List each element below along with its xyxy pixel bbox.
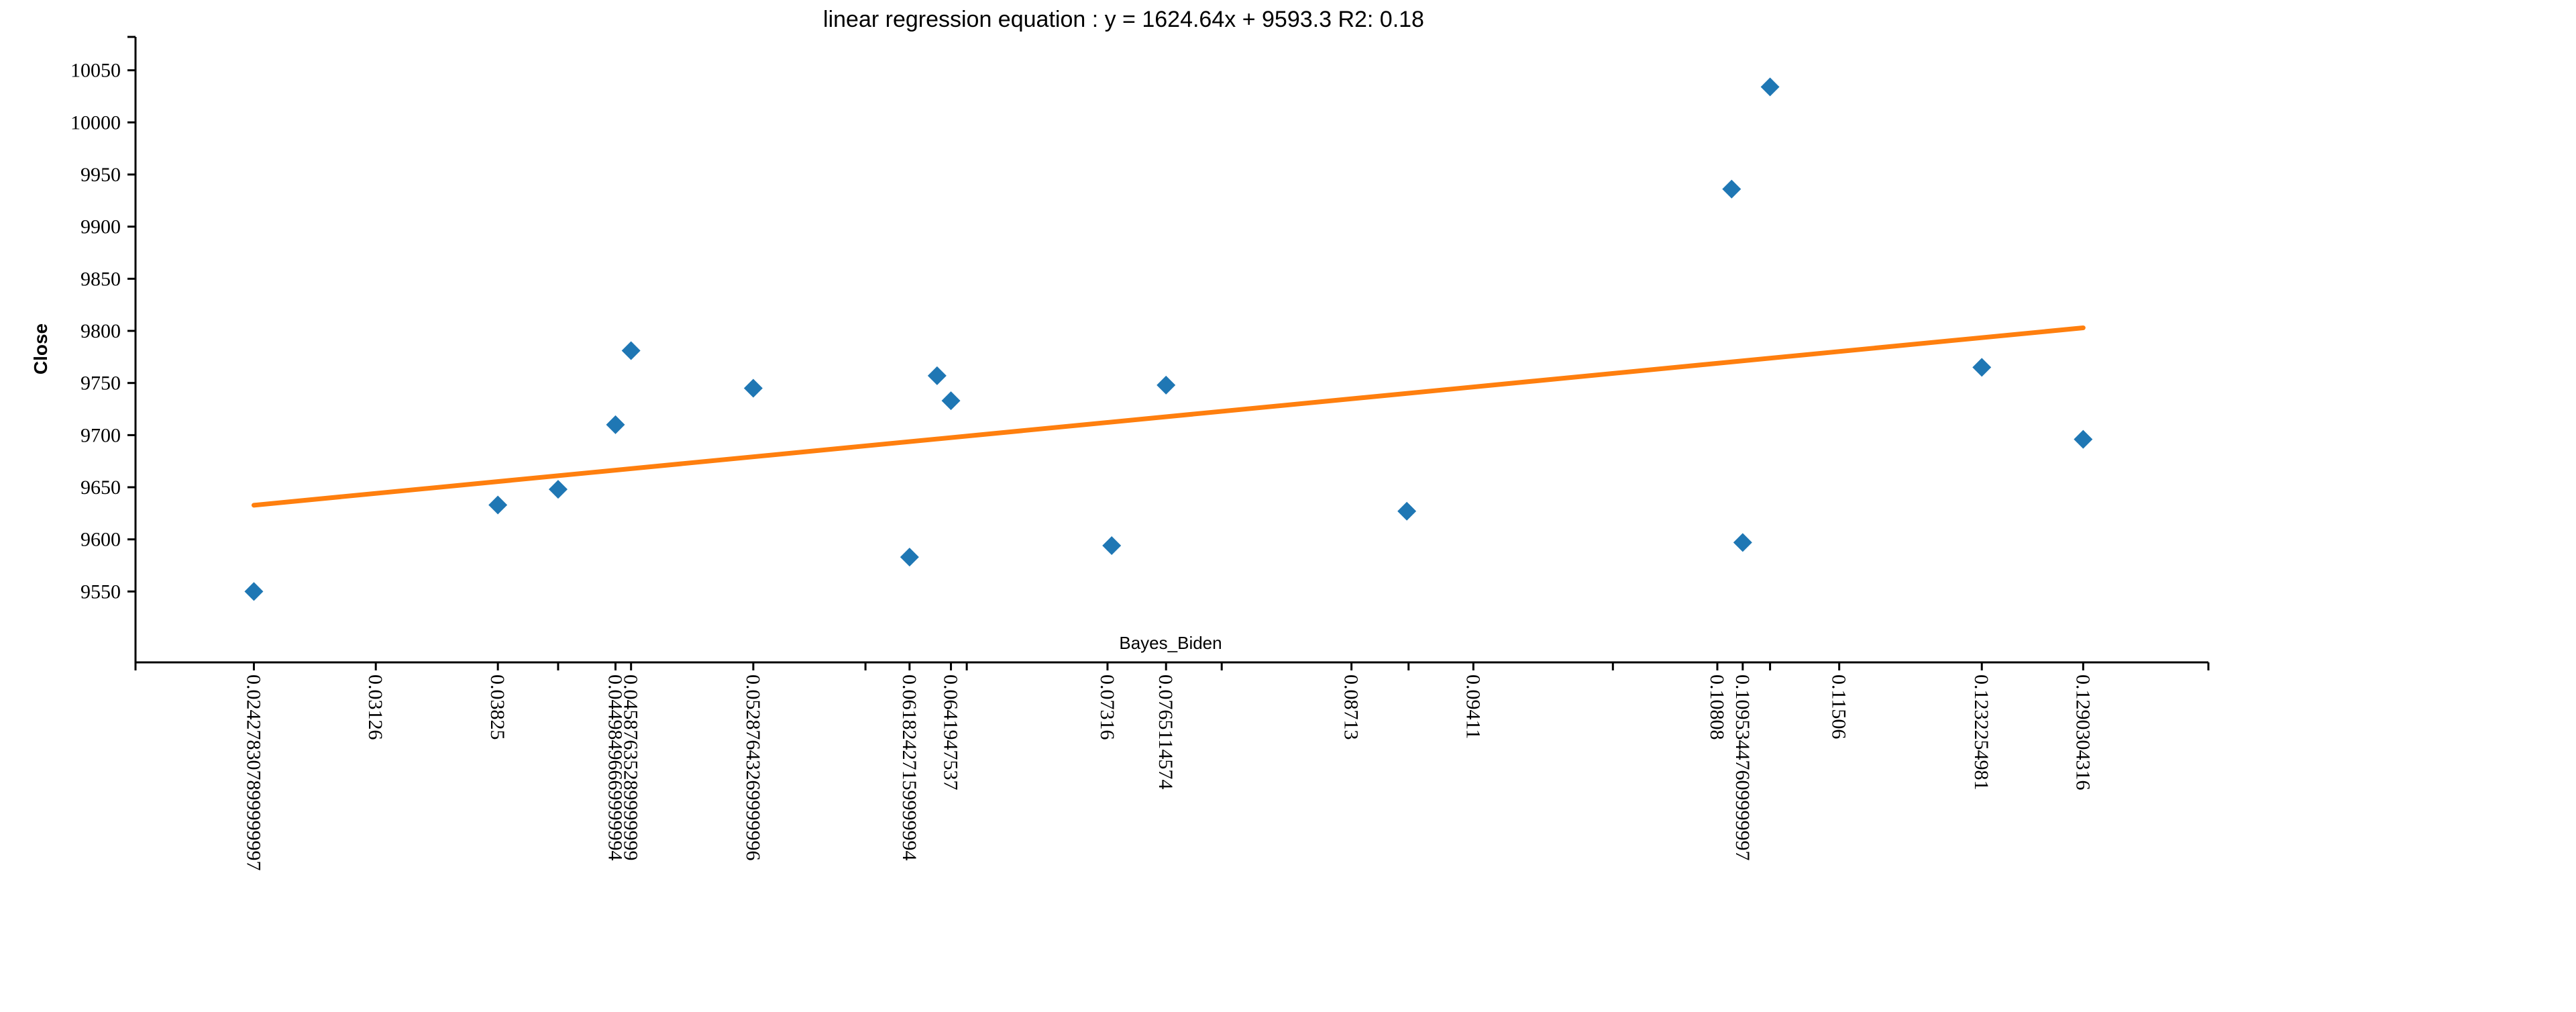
x-tick-label: 0.10953447609999997: [1731, 674, 1754, 861]
data-points: [244, 77, 2093, 601]
data-point: [1733, 533, 1752, 552]
x-tick-label: 0.09411: [1462, 674, 1484, 739]
regression-line-group: [251, 325, 2086, 508]
data-point: [743, 378, 763, 398]
x-tick-label: 0.03126: [364, 674, 386, 740]
data-point: [927, 366, 947, 385]
x-tick-label: 0.04587635289999999: [620, 674, 642, 861]
x-tick-label: 0.07316: [1096, 674, 1118, 740]
data-point: [621, 341, 641, 360]
y-tick-label: 10050: [70, 60, 121, 82]
data-point: [2074, 429, 2093, 449]
data-point: [1397, 501, 1417, 521]
data-point: [244, 582, 264, 601]
x-tick-label: 0.05287643269999996: [742, 674, 764, 861]
x-axis: 0.024278307899999997 0.03126 0.03825 0.0449…: [134, 661, 2210, 871]
y-axis-label: Close: [30, 323, 51, 374]
data-point: [1972, 358, 1992, 377]
data-point: [900, 548, 919, 567]
x-tick-label: 0.04498496669999994: [604, 674, 626, 861]
data-point: [606, 415, 625, 434]
y-tick-label: 9750: [80, 372, 121, 395]
x-tick-label: 0.11506: [1828, 674, 1850, 739]
y-tick-label: 9650: [80, 476, 121, 499]
data-point: [488, 495, 508, 515]
data-point: [941, 391, 961, 411]
y-tick-label: 9800: [80, 320, 121, 342]
data-point: [1102, 536, 1122, 556]
y-axis: 9550 9600 9650 9700 9750 9800 9850 9900 9950 1000…: [70, 36, 137, 662]
y-tick-label: 9900: [80, 216, 121, 238]
x-tick-label: 0.024278307899999997: [242, 674, 264, 871]
y-tick-label: 9950: [80, 164, 121, 186]
x-axis-label: Bayes_Biden: [1119, 633, 1222, 653]
y-tick-label: 9850: [80, 268, 121, 290]
x-tick-label: 0.06182427159999994: [898, 674, 920, 861]
x-tick-label: 0.03825: [486, 674, 508, 740]
x-tick-label: 0.0641947537: [940, 674, 962, 791]
data-point: [1157, 375, 1176, 395]
y-tick-label: 9700: [80, 424, 121, 446]
data-point: [1722, 179, 1741, 199]
data-point: [1760, 77, 1780, 97]
x-tick-label: 0.1232254981: [1970, 674, 1992, 791]
y-tick-label: 10000: [70, 111, 121, 134]
x-tick-label: 0.10808: [1706, 674, 1728, 740]
x-tick-label: 0.08713: [1340, 674, 1362, 740]
y-tick-label: 9550: [80, 580, 121, 603]
data-point: [548, 480, 568, 499]
x-tick-label: 0.0765114574: [1155, 674, 1177, 789]
regression-line: [251, 325, 2086, 508]
x-tick-label: 0.1290304316: [2072, 674, 2094, 791]
chart-title: linear regression equation : y = 1624.64…: [823, 7, 1424, 32]
y-tick-label: 9600: [80, 529, 121, 551]
